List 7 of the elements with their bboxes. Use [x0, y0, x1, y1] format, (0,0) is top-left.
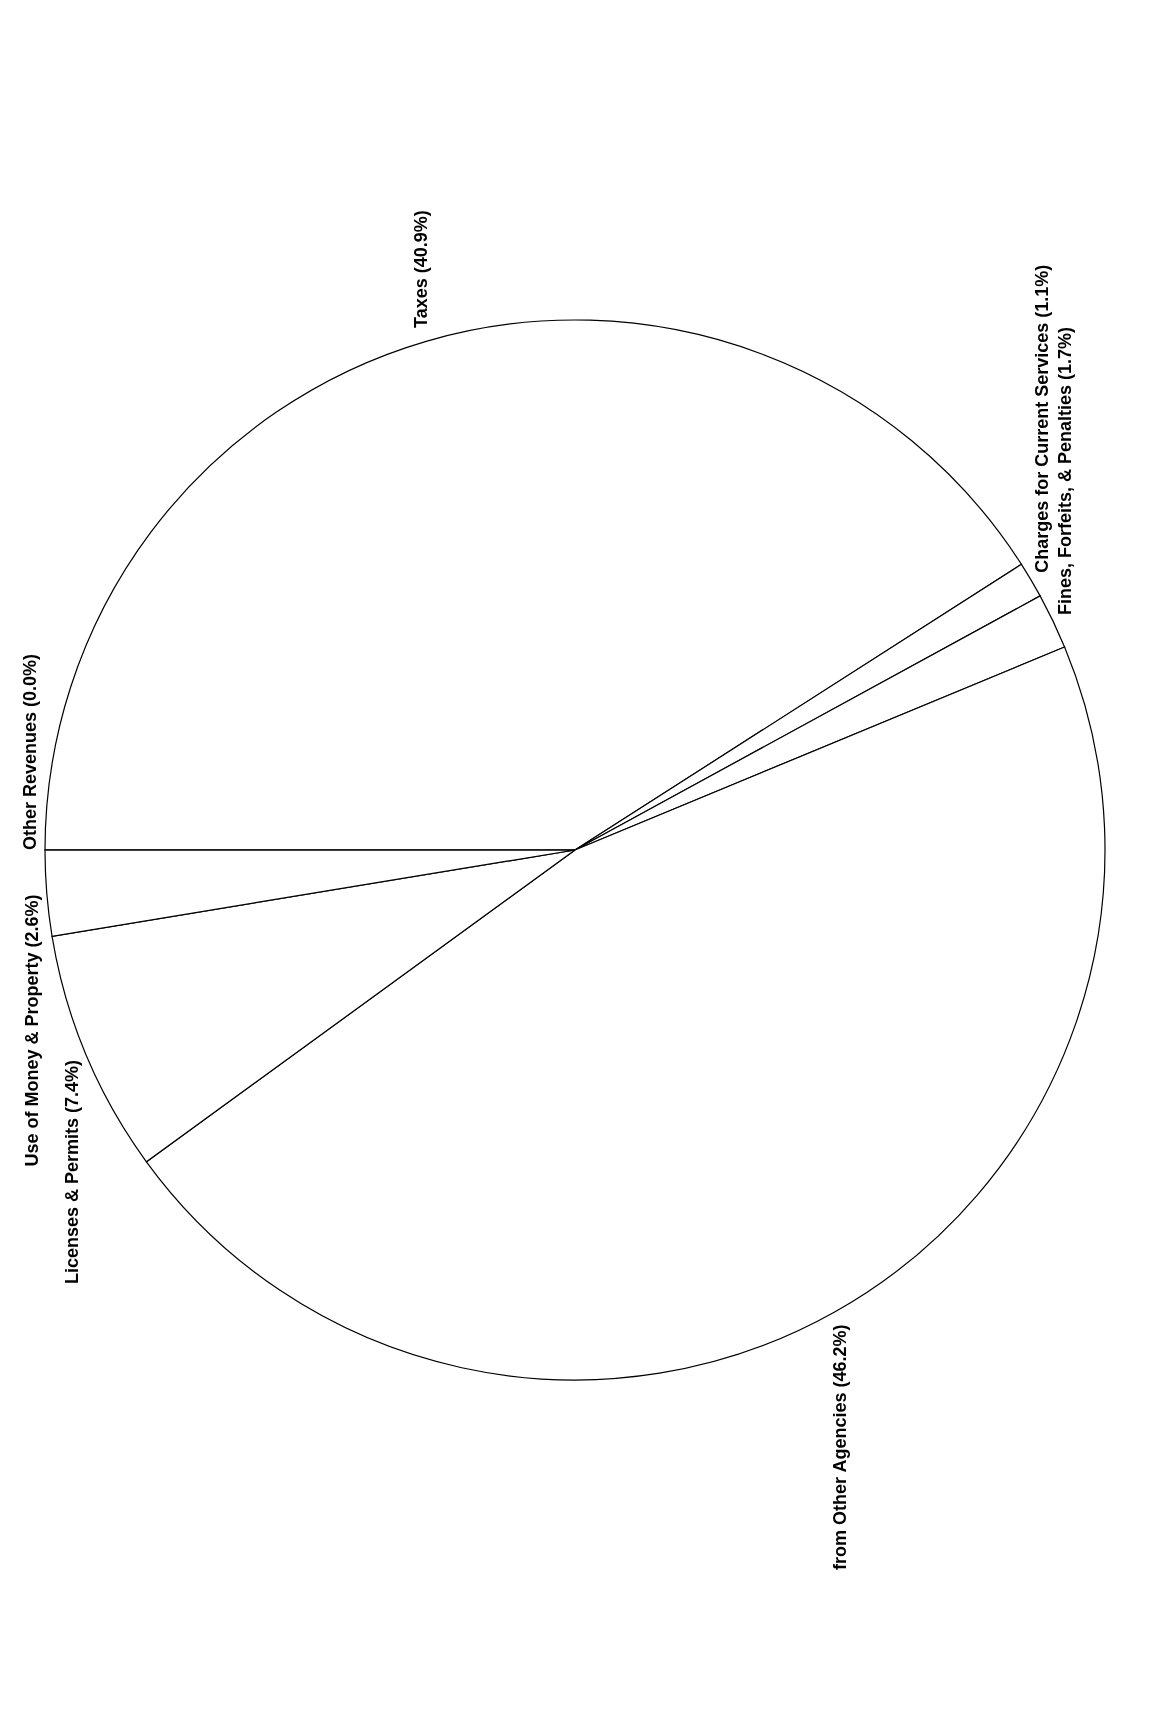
slice-label: Use of Money & Property (2.6%)	[21, 894, 42, 1167]
slice-label: Fines, Forfeits, & Penalties (1.7%)	[1054, 326, 1075, 616]
slice-label: Charges for Current Services (1.1%)	[1032, 264, 1053, 573]
slice-label: Taxes (40.9%)	[411, 210, 432, 328]
slice-label: from Other Agencies (46.2%)	[830, 1324, 851, 1570]
slice-label: Licenses & Permits (7.4%)	[62, 1059, 83, 1285]
category-label: Other Revenues (0.0%)	[20, 653, 40, 850]
